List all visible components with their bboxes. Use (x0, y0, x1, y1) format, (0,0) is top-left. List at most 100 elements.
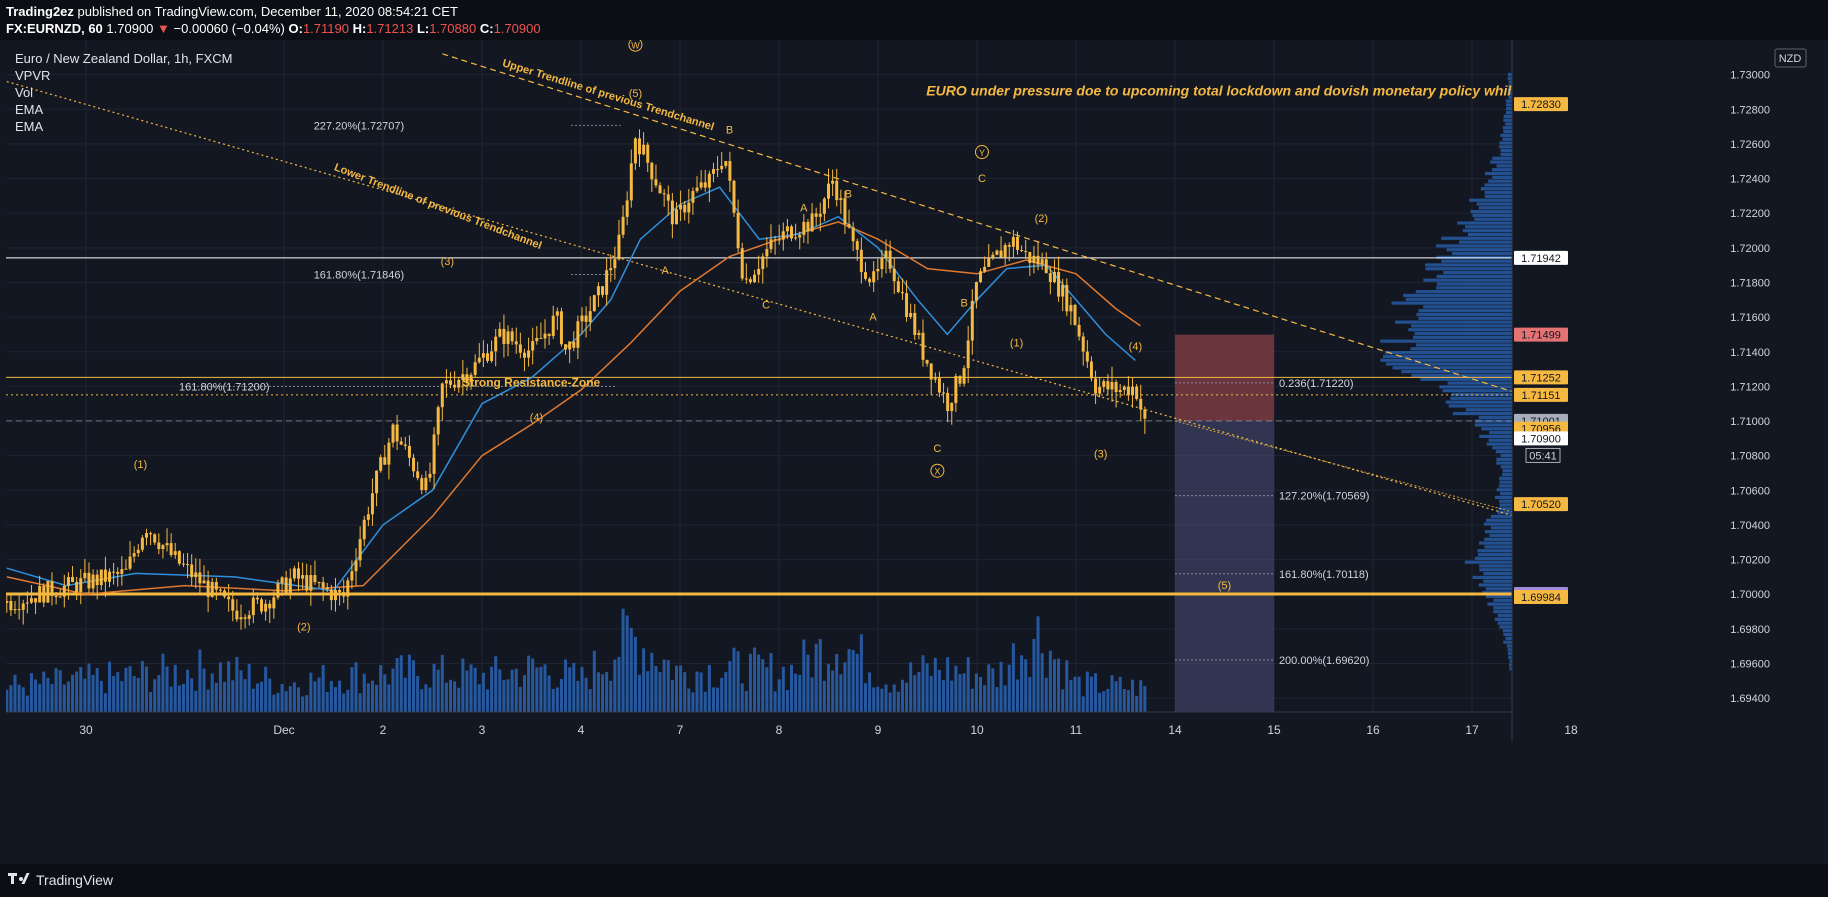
volume-bar (580, 666, 584, 712)
candle-body (140, 537, 144, 550)
publisher-name[interactable]: Trading2ez (6, 4, 74, 19)
volume-bar (777, 679, 781, 712)
legend-title[interactable]: Euro / New Zealand Dollar, 1h, FXCM (15, 51, 233, 66)
volume-bar (662, 659, 666, 712)
volume-bar (13, 674, 17, 712)
candle-body (243, 617, 247, 619)
candle-body (810, 213, 814, 232)
vpvr-bar (1474, 419, 1512, 423)
candle-body (859, 249, 863, 273)
volume-bar (25, 695, 29, 712)
chart-annotation: Strong Resistance-Zone (462, 375, 600, 389)
candle-body (679, 204, 683, 210)
candle-body (555, 311, 559, 316)
candle-body (465, 374, 469, 383)
candle-body (974, 282, 978, 301)
candle-body (206, 580, 210, 597)
candle-body (1044, 259, 1048, 274)
volume-bar (859, 634, 863, 712)
volume-bar (576, 680, 580, 712)
volume-bar (1040, 653, 1044, 712)
candle-body (872, 271, 876, 283)
volume-bar (95, 668, 99, 712)
symbol-label[interactable]: FX:EURNZD, 60 (6, 21, 103, 36)
vpvr-bar (1499, 503, 1512, 507)
legend-indicator-ema-slow[interactable]: EMA (15, 119, 44, 134)
candle-body (198, 572, 202, 584)
volume-bar (1098, 692, 1102, 712)
volume-bar (1110, 675, 1114, 712)
close-value: 1.70900 (493, 21, 541, 36)
candle-body (1098, 386, 1102, 394)
legend-indicator-vpvr[interactable]: VPVR (15, 68, 51, 83)
volume-bar (642, 648, 646, 712)
tradingview-brand: TradingView (36, 872, 114, 888)
candle-body (551, 315, 555, 336)
vpvr-bar (1502, 469, 1512, 473)
volume-bar (568, 667, 572, 712)
tradingview-logo[interactable]: TradingView (8, 872, 113, 888)
candle-body (264, 603, 268, 612)
price-badge: 1.70900 (1514, 431, 1568, 446)
volume-bar (666, 660, 670, 712)
vpvr-bar (1477, 549, 1512, 553)
price-tick-label: 1.69800 (1730, 624, 1770, 636)
price-chart[interactable]: 227.20%(1.72707) 161.80%(1.71846) 161.80%(… (0, 40, 1828, 864)
volume-bar (403, 677, 407, 712)
candle-body (629, 163, 633, 201)
candle-body (153, 534, 157, 543)
candle-body (514, 341, 518, 345)
candle-body (292, 568, 296, 579)
candle-body (95, 574, 99, 586)
volume-bar (399, 655, 403, 712)
vpvr-bar (1499, 480, 1512, 484)
candle-body (54, 595, 58, 598)
chart-annotation: EURO under pressure doe to upcoming tota… (926, 82, 1601, 98)
volume-bar (1102, 691, 1106, 712)
price-tick-label: 1.71200 (1730, 381, 1770, 393)
price-badge-label: 1.70520 (1521, 499, 1561, 511)
volume-bar (46, 677, 50, 712)
candle-body (1007, 245, 1011, 247)
candle-body (937, 378, 941, 393)
volume-bar (588, 689, 592, 712)
vpvr-bar (1488, 438, 1512, 442)
volume-bar (288, 686, 292, 712)
candle-body (235, 610, 239, 620)
volume-bar (802, 639, 806, 712)
volume-bar (1061, 689, 1065, 712)
fib-level-label: 127.20%(1.70569) (1279, 491, 1370, 503)
candle-body (79, 578, 83, 593)
candle-body (50, 581, 54, 596)
last-price: 1.70900 (106, 21, 154, 36)
volume-bar (362, 673, 366, 712)
legend-indicator-ema-fast[interactable]: EMA (15, 102, 44, 117)
legend-indicator-vol[interactable]: Vol (15, 85, 34, 100)
volume-histogram (5, 608, 1147, 712)
open-value: 1.71190 (302, 21, 349, 36)
vpvr-bar (1507, 88, 1512, 92)
volume-bar (806, 654, 810, 712)
price-tick-label: 1.71600 (1730, 312, 1770, 324)
candle-body (473, 362, 477, 375)
vpvr-bar (1503, 118, 1512, 122)
candle-body (683, 204, 687, 213)
volume-bar (1089, 676, 1093, 712)
wave-label-circle (628, 40, 643, 52)
vpvr-bar (1497, 511, 1512, 515)
volume-bar (921, 655, 925, 712)
price-tick-label: 1.71000 (1730, 416, 1770, 428)
publish-line: Trading2ez published on TradingView.com,… (6, 4, 458, 19)
candle-body (284, 577, 288, 593)
wave-label: B (845, 189, 852, 201)
candle-body (539, 337, 543, 339)
candle-body (407, 445, 411, 458)
candle-body (818, 213, 822, 217)
price-badge-label: 1.71252 (1521, 372, 1561, 384)
low-label: L: (416, 21, 430, 36)
volume-bar (1081, 696, 1085, 712)
volume-bar (584, 677, 588, 712)
volume-bar (136, 677, 140, 712)
candle-body (983, 266, 987, 272)
volume-bar (596, 672, 600, 712)
